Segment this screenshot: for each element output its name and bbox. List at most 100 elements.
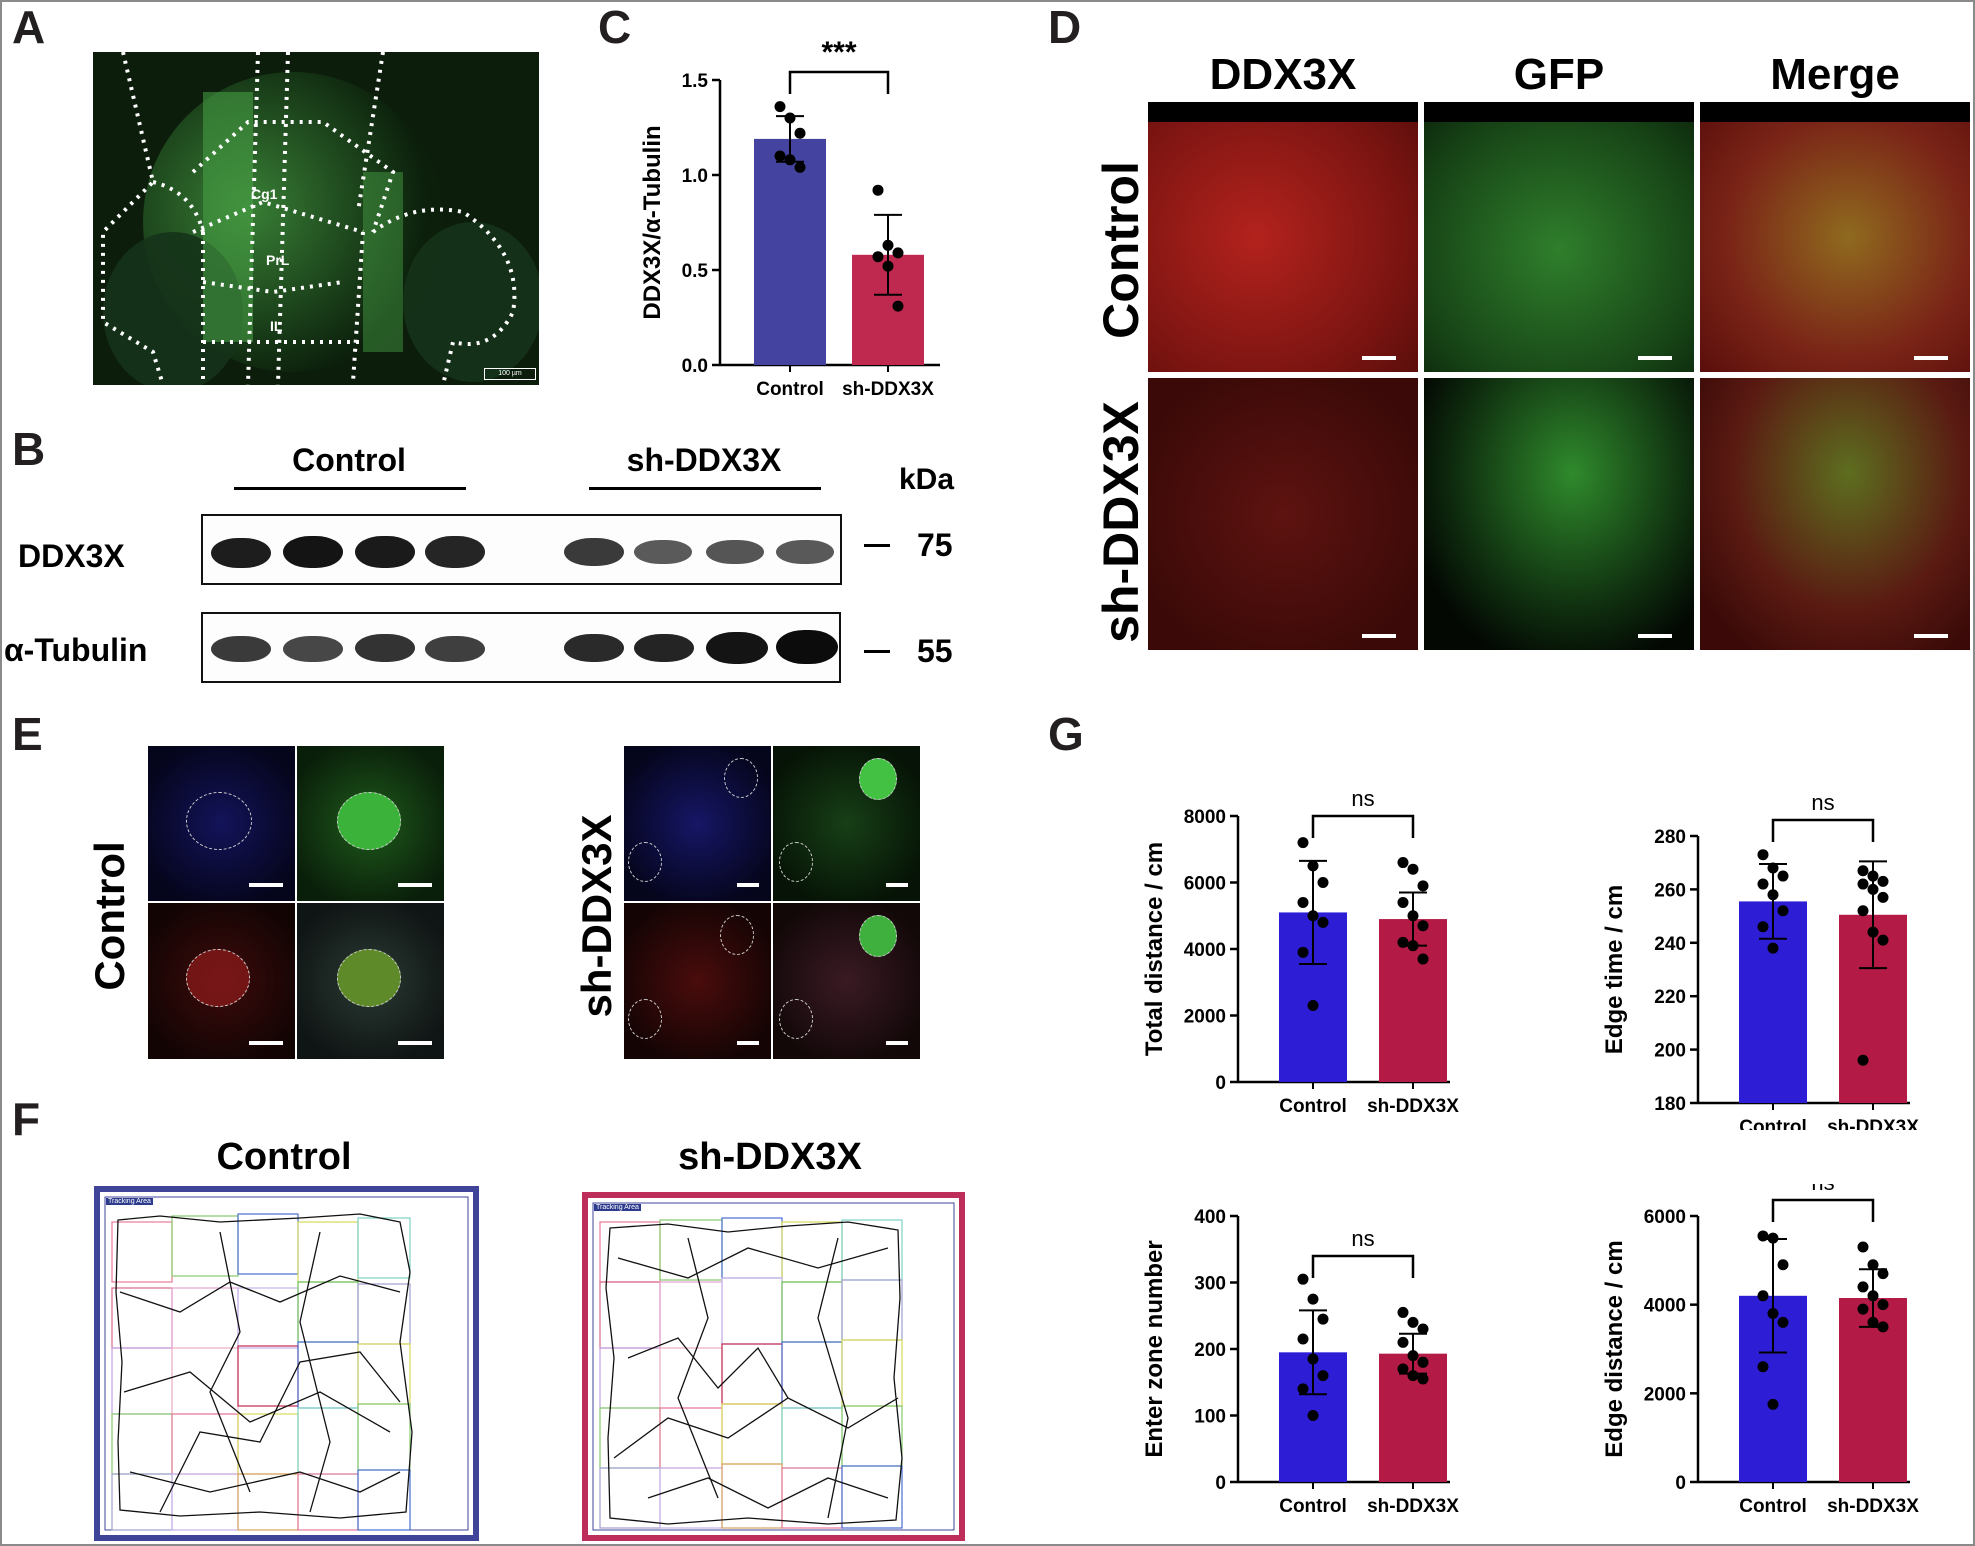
- data-point: [1857, 1281, 1869, 1293]
- data-point: [1307, 1293, 1319, 1305]
- data-point: [1877, 891, 1889, 903]
- significance-bracket: [1771, 1198, 1875, 1222]
- x-tick-label: sh-DDX3X: [1827, 1496, 1919, 1517]
- y-axis-title: DDX3X/α-Tubulin: [639, 125, 666, 319]
- d-sh-merge: [1700, 378, 1970, 650]
- data-point: [1307, 1353, 1319, 1365]
- data-point: [1767, 889, 1779, 901]
- significance-label: ns: [1351, 1226, 1374, 1251]
- chart-c: 0.0 0.5 1.0 1.5 DDX3X/α-Tubulin Control sh-DDX…: [639, 40, 940, 400]
- y-tick-label: 0.0: [682, 356, 708, 377]
- x-tick-label: sh-DDX3X: [1367, 1496, 1459, 1517]
- data-point: [1417, 953, 1429, 965]
- blot-row-label-ddx3x: DDX3X: [18, 538, 125, 574]
- chart-g4: 0 2000 4000 6000 Edge distance / cm Control sh…: [1601, 1184, 1919, 1517]
- data-point: [892, 247, 904, 259]
- x-tick-label: Control: [1279, 1496, 1347, 1517]
- y-tick-label: 0: [1215, 1073, 1226, 1094]
- data-point: [1777, 870, 1789, 882]
- y-tick-label: 0.5: [682, 261, 709, 282]
- d-sh-gfp: [1424, 378, 1694, 650]
- data-point: [1767, 1398, 1779, 1410]
- x-tick-label: Control: [1739, 1117, 1807, 1130]
- y-tick-label: 4000: [1644, 1296, 1686, 1317]
- significance-label: ***: [821, 40, 856, 69]
- chart-g3: 0 100 200 300 400 Enter zone number Control sh-…: [1141, 1207, 1459, 1517]
- data-point: [1757, 1361, 1769, 1373]
- data-point: [1297, 896, 1309, 908]
- data-point: [1857, 1054, 1869, 1066]
- blot-unit: kDa: [899, 463, 955, 496]
- e-sh-gfp: [773, 746, 920, 901]
- data-point: [1857, 878, 1869, 890]
- data-point: [872, 251, 884, 263]
- data-point: [1757, 849, 1769, 861]
- y-tick-label: 100: [1194, 1407, 1226, 1428]
- scale-bar: [1914, 634, 1948, 638]
- y-tick-label: 240: [1654, 934, 1686, 955]
- e-control-gfp: [297, 746, 444, 901]
- data-point: [1767, 862, 1779, 874]
- data-point: [1297, 946, 1309, 958]
- y-tick-label: 400: [1194, 1207, 1226, 1228]
- data-point: [1757, 1230, 1769, 1242]
- y-tick-label: 260: [1654, 880, 1686, 901]
- x-tick-label: Control: [756, 379, 824, 400]
- data-point: [1757, 1290, 1769, 1302]
- row-label-e-control: Control: [86, 841, 133, 991]
- data-point: [774, 150, 786, 162]
- column-label-merge: Merge: [1770, 50, 1900, 99]
- scale-bar: [1638, 634, 1672, 638]
- data-point: [774, 101, 786, 113]
- data-point: [1867, 883, 1879, 895]
- y-tick-label: 6000: [1184, 874, 1226, 895]
- bar: [754, 138, 826, 365]
- d-sh-ddx3x: [1148, 378, 1418, 650]
- f-arena-sh: Tracking Area: [582, 1192, 965, 1541]
- blot-tubulin: [201, 612, 841, 683]
- data-point: [1867, 1316, 1879, 1328]
- data-point: [1867, 1259, 1879, 1271]
- data-point: [784, 112, 796, 124]
- data-point: [1867, 870, 1879, 882]
- column-label-ddx3x: DDX3X: [1209, 50, 1357, 99]
- panel-a-scale-bar: 100 µm: [484, 368, 536, 380]
- blot-group-sh: sh-DDX3X: [626, 442, 782, 478]
- data-point: [1317, 1313, 1329, 1325]
- data-point: [1767, 1232, 1779, 1244]
- chart-g2: 180 200 220 240 260 280 Edge time / cm Control s…: [1601, 790, 1919, 1130]
- significance-label: ns: [1811, 1184, 1834, 1195]
- data-point: [794, 161, 806, 173]
- data-point: [1397, 936, 1409, 948]
- data-point: [784, 154, 796, 166]
- data-point: [1407, 910, 1419, 922]
- panel-label-d: D: [1048, 1, 1082, 53]
- data-point: [1757, 921, 1769, 933]
- e-sh-grid: [624, 746, 920, 1059]
- data-point: [1877, 1299, 1889, 1311]
- data-point: [794, 127, 806, 139]
- row-label-d-control: Control: [1093, 161, 1149, 339]
- data-point: [892, 300, 904, 312]
- f-title-sh: sh-DDX3X: [678, 1136, 862, 1178]
- data-point: [1777, 1316, 1789, 1328]
- data-point: [1757, 878, 1769, 890]
- y-tick-label: 2000: [1644, 1384, 1686, 1405]
- e-control-dapi: [148, 746, 295, 901]
- blot-row-label-tubulin: α-Tubulin: [4, 632, 148, 668]
- data-point: [1777, 905, 1789, 917]
- y-axis-title: Edge time / cm: [1601, 885, 1628, 1054]
- scale-bar: [1362, 356, 1396, 360]
- scale-bar: [1638, 356, 1672, 360]
- x-tick-label: sh-DDX3X: [1827, 1117, 1919, 1130]
- e-sh-merge: [773, 903, 920, 1059]
- data-point: [1297, 837, 1309, 849]
- blot-marker-tick-55: [864, 650, 890, 653]
- data-point: [1307, 910, 1319, 922]
- data-point: [1407, 1370, 1419, 1382]
- column-label-gfp: GFP: [1513, 50, 1605, 99]
- x-tick-label: Control: [1739, 1496, 1807, 1517]
- bar: [1839, 1298, 1907, 1482]
- y-axis-title: Edge distance / cm: [1601, 1240, 1628, 1457]
